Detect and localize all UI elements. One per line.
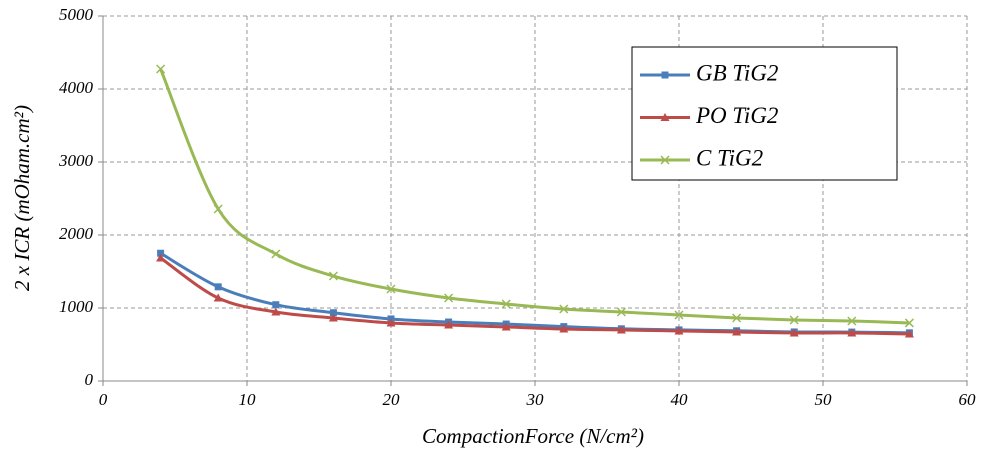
x-tick-label: 0	[99, 390, 108, 409]
marker	[329, 309, 337, 317]
marker	[213, 293, 223, 302]
marker	[156, 253, 166, 262]
marker	[674, 326, 684, 335]
marker	[847, 316, 857, 326]
legend-label: GB TiG2	[696, 60, 778, 85]
marker	[328, 313, 338, 322]
y-tick-label: 4000	[59, 78, 94, 97]
y-tick-label: 0	[85, 370, 94, 389]
marker	[904, 329, 914, 338]
marker	[386, 284, 396, 294]
marker	[616, 307, 626, 317]
marker	[732, 327, 742, 336]
y-axis-title: 2 x ICR (mOham.cm²)	[10, 105, 34, 291]
marker	[271, 307, 281, 316]
marker	[559, 324, 569, 333]
marker	[732, 313, 742, 323]
series-line	[159, 68, 910, 325]
marker	[660, 155, 670, 165]
legend-label: PO TiG2	[695, 103, 778, 128]
marker	[157, 249, 165, 257]
marker	[271, 249, 281, 259]
marker	[660, 113, 670, 121]
marker	[661, 71, 669, 79]
marker	[444, 320, 454, 329]
marker	[272, 301, 280, 309]
marker	[386, 318, 396, 327]
marker	[501, 322, 511, 331]
x-tick-label: 30	[526, 390, 545, 409]
x-tick-label: 60	[959, 390, 977, 409]
marker	[214, 283, 222, 291]
marker	[904, 318, 914, 328]
marker	[789, 315, 799, 325]
marker	[501, 299, 511, 309]
x-tick-label: 10	[239, 390, 257, 409]
marker	[444, 293, 454, 303]
marker	[559, 304, 569, 314]
x-tick-label: 40	[671, 390, 689, 409]
x-tick-label: 50	[815, 390, 833, 409]
marker	[789, 328, 799, 337]
legend-box	[631, 46, 898, 181]
marker	[674, 310, 684, 320]
y-tick-label: 2000	[59, 224, 94, 243]
marker	[156, 64, 166, 74]
y-tick-label: 5000	[59, 5, 94, 24]
marker	[847, 328, 857, 337]
marker	[328, 271, 338, 281]
x-tick-label: 20	[383, 390, 401, 409]
marker	[213, 204, 223, 214]
marker	[616, 325, 626, 334]
y-tick-label: 3000	[58, 151, 94, 170]
y-tick-label: 1000	[59, 297, 94, 316]
legend-label: C TiG2	[696, 145, 763, 170]
x-axis-title: CompactionForce (N/cm²)	[422, 424, 644, 448]
